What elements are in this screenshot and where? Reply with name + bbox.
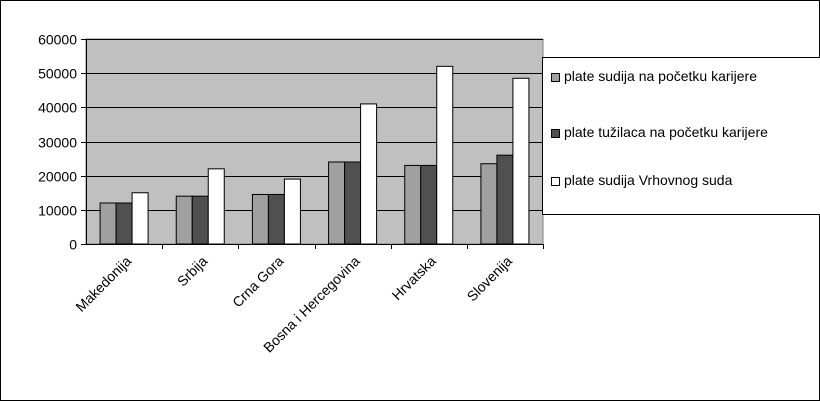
legend-swatch-series-3 bbox=[551, 177, 560, 186]
bar bbox=[115, 202, 133, 245]
y-tick-label: 10000 bbox=[38, 203, 77, 219]
bar bbox=[360, 103, 378, 245]
legend-label-series-3: plate sudija Vrhovnog suda bbox=[564, 172, 733, 188]
y-tick-label: 60000 bbox=[38, 32, 77, 48]
bar bbox=[480, 163, 498, 245]
x-tick-label: Srbija bbox=[174, 253, 211, 290]
bar bbox=[512, 77, 530, 245]
x-tick-label: Hrvatska bbox=[389, 253, 440, 304]
bar bbox=[496, 154, 514, 245]
legend-label-series-1: plate sudija na početku karijere bbox=[564, 68, 758, 84]
legend-item-series-3: plate sudija Vrhovnog suda bbox=[551, 172, 819, 189]
bar bbox=[99, 202, 117, 245]
bar bbox=[404, 164, 422, 245]
legend-swatch-series-1 bbox=[551, 73, 560, 82]
x-tick-label: Crna Gora bbox=[229, 253, 287, 311]
bar bbox=[420, 164, 438, 245]
bar bbox=[267, 193, 285, 245]
legend-item-series-2: plate tužilaca na početku karijere bbox=[551, 124, 819, 141]
bar bbox=[131, 192, 149, 245]
legend-label-series-2: plate tužilaca na početku karijere bbox=[564, 124, 768, 140]
legend: plate sudija na početku karijere plate t… bbox=[542, 57, 820, 215]
bar bbox=[436, 65, 454, 245]
y-tick-label: 0 bbox=[69, 237, 77, 253]
bar bbox=[175, 195, 193, 245]
x-tick-label: Makedonija bbox=[72, 253, 134, 315]
bar bbox=[328, 161, 346, 245]
bar bbox=[283, 178, 301, 245]
bar bbox=[251, 193, 269, 245]
y-tick-label: 30000 bbox=[38, 135, 77, 151]
plot-area bbox=[85, 38, 544, 245]
bar bbox=[191, 195, 209, 245]
y-tick-label: 20000 bbox=[38, 169, 77, 185]
legend-swatch-series-2 bbox=[551, 129, 560, 138]
legend-item-series-1: plate sudija na početku karijere bbox=[551, 68, 819, 85]
bar bbox=[207, 168, 225, 245]
bar bbox=[344, 161, 362, 245]
y-tick-label: 50000 bbox=[38, 66, 77, 82]
x-tick-label: Slovenija bbox=[464, 253, 516, 305]
y-tick-label: 40000 bbox=[38, 100, 77, 116]
